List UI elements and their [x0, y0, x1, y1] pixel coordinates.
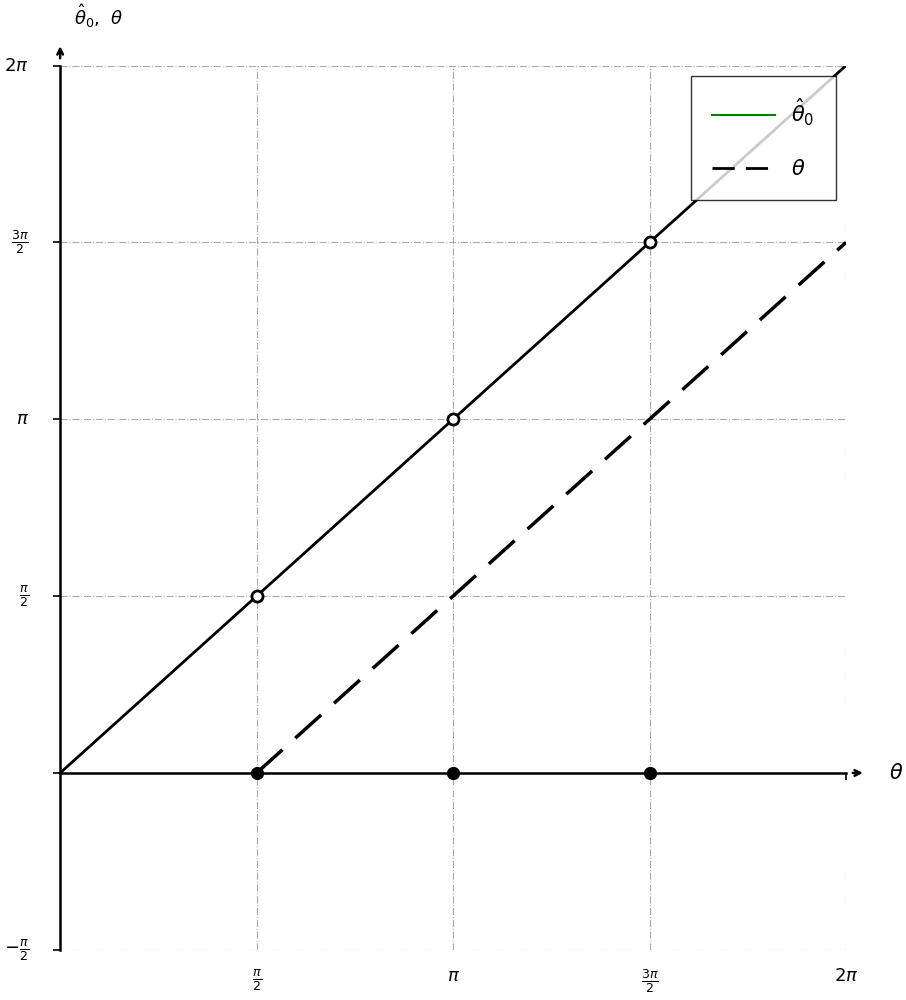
Text: $-\frac{\pi}{2}$: $-\frac{\pi}{2}$ — [4, 937, 29, 963]
Legend: $\hat{\theta}_0$, $\theta$: $\hat{\theta}_0$, $\theta$ — [691, 76, 835, 200]
Text: $2\pi$: $2\pi$ — [834, 967, 858, 985]
Text: $\frac{3\pi}{2}$: $\frac{3\pi}{2}$ — [11, 228, 29, 256]
Text: $\frac{\pi}{2}$: $\frac{\pi}{2}$ — [19, 583, 29, 609]
Text: $\frac{\pi}{2}$: $\frac{\pi}{2}$ — [252, 967, 262, 993]
Text: $\pi$: $\pi$ — [15, 410, 29, 428]
Text: $\frac{3\pi}{2}$: $\frac{3\pi}{2}$ — [641, 967, 659, 995]
Text: $\pi$: $\pi$ — [447, 967, 459, 985]
Text: $\hat{\theta}_0$,  $\theta$: $\hat{\theta}_0$, $\theta$ — [74, 2, 124, 30]
Text: $2\pi$: $2\pi$ — [5, 57, 29, 75]
Text: $θ$: $θ$ — [890, 763, 903, 783]
